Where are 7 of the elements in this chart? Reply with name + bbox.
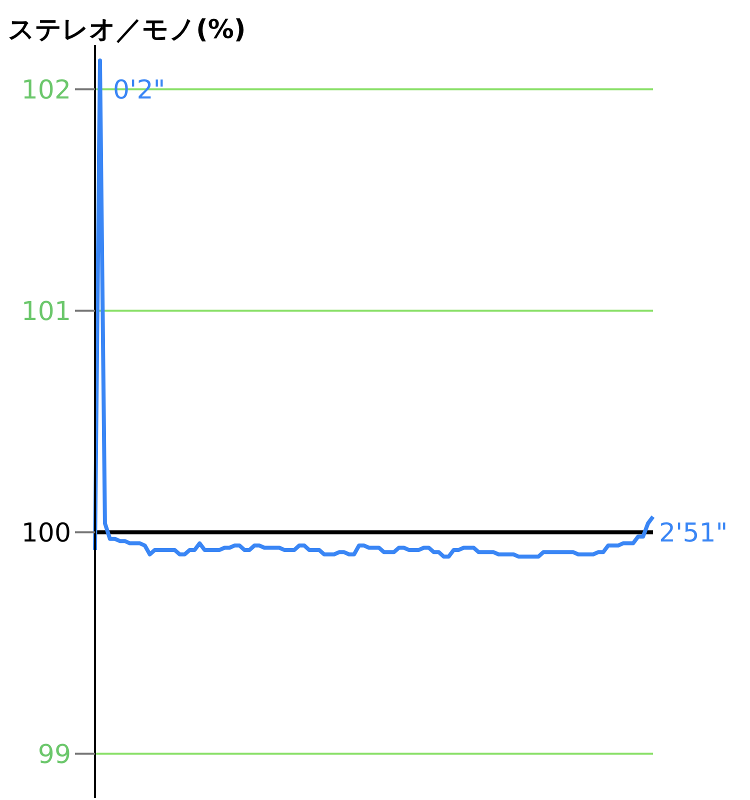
line-series [93,58,655,559]
y-tick-label: 101 [21,296,71,327]
y-axis-title: ステレオ／モノ(%) [8,14,246,47]
y-tick-label: 100 [21,518,71,548]
y-tick-label: 99 [38,740,71,770]
text: 2'51" [659,518,728,548]
y-tick-label: 102 [21,75,71,106]
